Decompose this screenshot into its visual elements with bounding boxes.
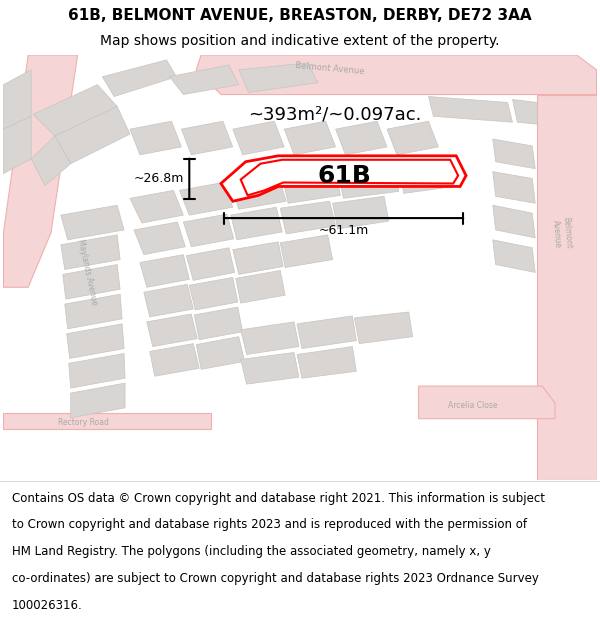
Polygon shape [4,70,31,129]
Polygon shape [4,55,77,288]
Polygon shape [67,324,124,358]
Polygon shape [179,182,233,215]
Polygon shape [4,412,211,429]
Polygon shape [69,354,125,388]
Text: Contains OS data © Crown copyright and database right 2021. This information is : Contains OS data © Crown copyright and d… [12,492,545,504]
Polygon shape [399,161,454,193]
Polygon shape [236,271,285,303]
Polygon shape [170,65,239,94]
Polygon shape [140,254,190,288]
Text: ~393m²/~0.097ac.: ~393m²/~0.097ac. [248,105,421,123]
Polygon shape [512,99,537,124]
Text: 100026316.: 100026316. [12,599,83,612]
Polygon shape [493,240,535,272]
Polygon shape [332,196,389,229]
Text: Map shows position and indicative extent of the property.: Map shows position and indicative extent… [100,34,500,48]
Text: 61B, BELMONT AVENUE, BREASTON, DERBY, DE72 3AA: 61B, BELMONT AVENUE, BREASTON, DERBY, DE… [68,8,532,23]
Text: Arcelia Close: Arcelia Close [448,401,498,411]
Polygon shape [187,248,235,281]
Polygon shape [297,347,356,378]
Polygon shape [280,235,332,268]
Text: Belmont
Avenue: Belmont Avenue [551,216,573,250]
Polygon shape [537,94,596,480]
Polygon shape [33,84,117,136]
Polygon shape [130,191,184,223]
Polygon shape [297,316,356,349]
Polygon shape [194,307,242,339]
Polygon shape [61,235,120,269]
Polygon shape [147,314,197,347]
Polygon shape [280,201,335,234]
Polygon shape [239,63,318,92]
Polygon shape [71,383,125,418]
Polygon shape [231,208,282,240]
Text: co-ordinates) are subject to Crown copyright and database rights 2023 Ordnance S: co-ordinates) are subject to Crown copyr… [12,572,539,585]
Polygon shape [241,322,299,354]
Polygon shape [196,337,245,369]
Polygon shape [63,264,120,299]
Polygon shape [190,278,238,310]
Polygon shape [144,284,193,317]
Text: ~26.8m: ~26.8m [134,172,184,185]
Polygon shape [233,242,283,274]
Text: to Crown copyright and database rights 2023 and is reproduced with the permissio: to Crown copyright and database rights 2… [12,518,527,531]
Polygon shape [221,156,466,201]
Polygon shape [493,139,535,169]
Polygon shape [231,176,286,209]
Polygon shape [233,121,284,155]
Polygon shape [103,60,176,96]
Polygon shape [55,106,130,164]
Polygon shape [4,116,31,174]
Polygon shape [355,312,413,344]
Polygon shape [150,344,199,376]
Polygon shape [387,121,439,155]
Polygon shape [61,205,124,240]
Polygon shape [493,172,535,203]
Polygon shape [130,121,181,155]
Polygon shape [282,169,341,203]
Polygon shape [196,55,596,94]
Polygon shape [65,294,122,329]
Text: Maylands Avenue: Maylands Avenue [76,239,99,306]
Polygon shape [338,166,399,198]
Polygon shape [428,96,512,122]
Polygon shape [284,121,335,155]
Polygon shape [181,121,233,155]
Text: ~61.1m: ~61.1m [319,224,368,238]
Text: HM Land Registry. The polygons (including the associated geometry, namely x, y: HM Land Registry. The polygons (includin… [12,545,491,558]
Polygon shape [134,222,185,254]
Text: Rectory Road: Rectory Road [58,418,109,427]
Polygon shape [241,352,299,384]
Polygon shape [184,214,234,247]
Polygon shape [493,205,535,238]
Polygon shape [419,386,555,419]
Text: Belmont Avenue: Belmont Avenue [295,61,365,76]
Text: 61B: 61B [317,164,371,188]
Polygon shape [31,136,71,186]
Polygon shape [335,121,387,155]
